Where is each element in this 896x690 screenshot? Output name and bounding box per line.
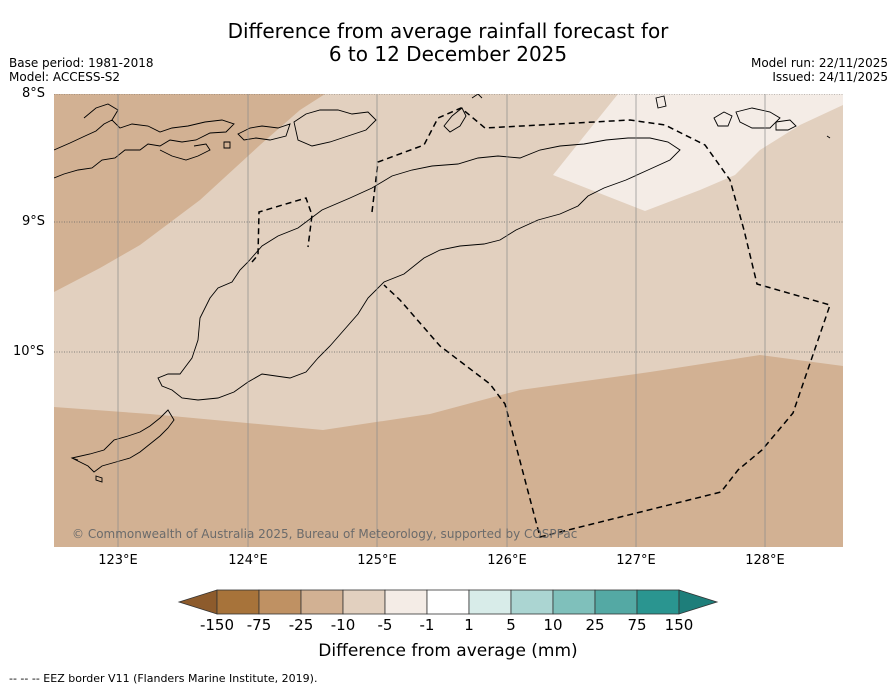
colorbar-tick: -150 (199, 616, 235, 634)
colorbar-swatch (216, 589, 260, 615)
colorbar-swatch (258, 589, 302, 615)
lat-label: 8°S (22, 86, 46, 101)
colorbar-tick: -10 (330, 616, 356, 634)
colorbar-tick: 150 (664, 616, 694, 634)
islet-coast-2 (237, 123, 291, 141)
wetar-coast (293, 109, 377, 147)
copyright-notice: © Commonwealth of Australia 2025, Bureau… (72, 527, 577, 541)
coastlines (54, 94, 831, 483)
islet-coast-6 (655, 95, 667, 109)
islet-coast-4 (443, 107, 467, 133)
colorbar-tick: -1 (419, 616, 435, 634)
colorbar-tick: 75 (627, 616, 647, 634)
colorbar-swatch (594, 589, 638, 615)
colorbar-tick: 25 (585, 616, 605, 634)
lat-label: 9°S (22, 214, 46, 229)
issued-date: Issued: 24/11/2025 (772, 70, 888, 84)
lat-label: 10°S (13, 344, 45, 359)
meta-right: Model run: 22/11/2025 Issued: 24/11/2025 (751, 56, 888, 84)
model-name: Model: ACCESS-S2 (9, 70, 121, 84)
pantar-coast (83, 103, 119, 121)
colorbar-swatch (426, 589, 470, 615)
lon-label: 127°E (616, 553, 656, 568)
colorbar-tick: -75 (246, 616, 272, 634)
islet-coast-5 (471, 94, 483, 99)
lon-label: 124°E (228, 553, 268, 568)
eez-boundary-timor-leste (371, 107, 831, 538)
colorbar-tick: 5 (506, 616, 516, 634)
colorbar-swatch (636, 589, 680, 615)
lon-label: 125°E (357, 553, 397, 568)
colorbar-swatch (300, 589, 344, 615)
map-layer: © Commonwealth of Australia 2025, Bureau… (54, 94, 843, 547)
islet-coast-12 (71, 457, 79, 461)
shade-minus25-bottom (54, 355, 843, 547)
chart-title: Difference from average rainfall forecas… (0, 20, 896, 66)
eez-boundaries (251, 107, 831, 538)
colorbar-tick: 10 (543, 616, 563, 634)
colorbar-extend-high (678, 589, 719, 615)
colorbar-swatch (552, 589, 596, 615)
colorbar-tick: 1 (464, 616, 474, 634)
colorbar-swatch (342, 589, 386, 615)
title-line-2: 6 to 12 December 2025 (328, 42, 568, 66)
islet-coast-11 (95, 475, 103, 483)
lon-label: 123°E (98, 553, 138, 568)
islet-coast-3 (223, 141, 231, 149)
islet-coast-10 (826, 135, 831, 139)
lon-label: 126°E (487, 553, 527, 568)
islet-coast-9 (775, 119, 797, 131)
rote-coast (70, 409, 175, 473)
colorbar-label: Difference from average (mm) (318, 641, 578, 661)
eez-boundary-west (251, 197, 313, 263)
islet-coast-7 (713, 111, 733, 127)
colorbar-swatch (510, 589, 554, 615)
colorbar-tick: -25 (288, 616, 314, 634)
graticule (54, 94, 843, 353)
shade-minus25-top-left (54, 94, 325, 292)
lon-label: 128°E (745, 553, 785, 568)
shade-minus5-to-minus1 (553, 94, 843, 211)
eez-legend-footer: -- -- -- EEZ border V11 (Flanders Marine… (9, 672, 318, 685)
colorbar-swatch (468, 589, 512, 615)
colorbar-extend-low (177, 589, 218, 615)
colorbar-swatch (384, 589, 428, 615)
islet-coast-1 (159, 143, 211, 161)
meta-left: Base period: 1981-2018 Model: ACCESS-S2 (9, 56, 154, 84)
colorbar (177, 589, 719, 615)
meridians (117, 94, 766, 547)
colorbar-tick: -5 (377, 616, 393, 634)
alor-island-coast (54, 119, 235, 179)
title-line-1: Difference from average rainfall forecas… (227, 19, 669, 43)
model-run: Model run: 22/11/2025 (750, 56, 888, 70)
base-period: Base period: 1981-2018 (9, 56, 154, 70)
timor-coast (157, 137, 681, 401)
islet-coast-8 (735, 107, 781, 129)
